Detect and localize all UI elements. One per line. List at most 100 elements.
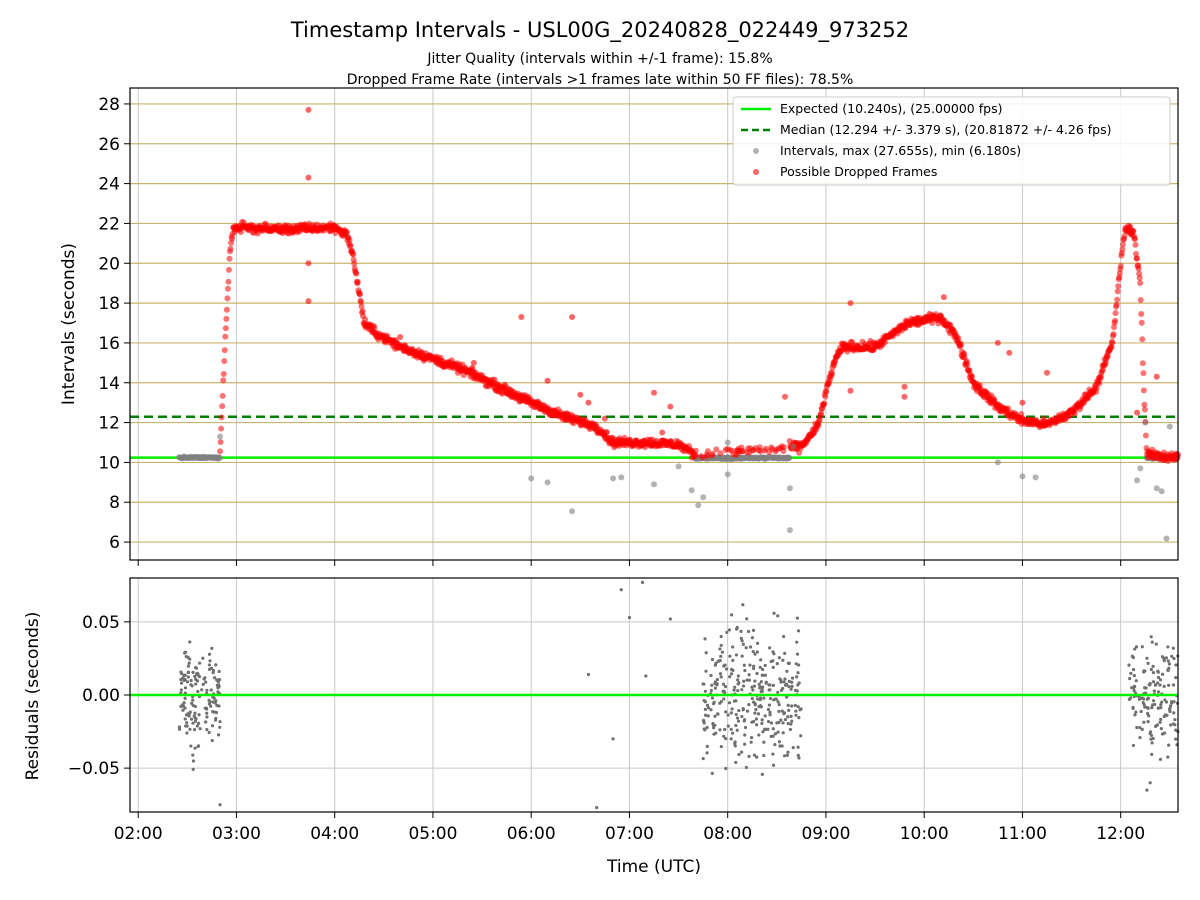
residual-point <box>189 717 194 721</box>
residual-point <box>758 665 762 670</box>
residual-point <box>763 727 767 731</box>
residual-point <box>1145 697 1150 701</box>
residual-point <box>1174 663 1178 667</box>
residual-point <box>1152 699 1156 703</box>
residual-point <box>793 703 797 708</box>
dropped-frame-point <box>222 333 229 340</box>
residual-point <box>701 756 705 761</box>
interval-outlier <box>1032 474 1039 481</box>
residual-point <box>782 634 786 639</box>
top-y-tick-label: 18 <box>98 294 120 314</box>
residual-point <box>718 701 722 705</box>
dropped-frame-point <box>815 422 822 429</box>
residual-point <box>760 721 764 726</box>
residual-point <box>721 689 725 693</box>
residual-point <box>732 699 737 703</box>
bottom-y-tick-label: −0.05 <box>68 759 120 779</box>
residual-point <box>740 714 744 719</box>
residual-point <box>1131 705 1135 710</box>
residual-point <box>758 686 762 690</box>
legend-dropped-label: Possible Dropped Frames <box>780 164 937 179</box>
residual-point <box>211 709 215 714</box>
dropped-frame-point <box>1137 297 1144 304</box>
residual-point <box>766 719 771 724</box>
residual-point <box>197 675 202 679</box>
residual-point <box>1166 659 1170 663</box>
residual-point <box>718 728 722 732</box>
residual-point <box>736 682 740 686</box>
residual-point <box>795 675 799 679</box>
residual-point <box>183 717 187 721</box>
residual-point <box>715 677 719 682</box>
dropped-frame-outlier <box>901 393 908 400</box>
residual-point <box>791 746 795 750</box>
dropped-frame-point <box>822 393 829 400</box>
residual-point <box>780 744 784 748</box>
dropped-frame-point <box>1134 255 1141 262</box>
residual-point <box>796 671 800 675</box>
residual-point <box>743 742 747 746</box>
dropped-frame-point <box>224 295 231 302</box>
residual-point <box>786 721 790 726</box>
residual-point <box>1164 700 1169 704</box>
residual-point <box>753 652 757 656</box>
residual-point <box>782 712 786 716</box>
dropped-frame-point <box>957 342 964 349</box>
residual-point <box>668 617 672 621</box>
residual-point <box>782 680 786 684</box>
residual-point <box>1134 645 1139 649</box>
residual-point <box>776 730 780 734</box>
residual-point <box>193 711 197 715</box>
dropped-frame-outlier <box>940 294 947 301</box>
residual-point <box>710 771 714 775</box>
dropped-frame-point <box>1139 360 1146 367</box>
residual-point <box>1167 666 1171 670</box>
residual-point <box>1150 706 1154 710</box>
dropped-frame-point <box>225 278 232 285</box>
interval-outlier <box>994 459 1001 466</box>
dropped-frame-outlier <box>1044 369 1050 376</box>
residual-point <box>218 803 222 807</box>
dropped-frame-point <box>356 291 363 298</box>
residual-point <box>773 732 778 736</box>
residual-point <box>763 714 767 718</box>
residual-point <box>723 684 728 689</box>
residual-point <box>1145 656 1149 660</box>
dropped-frame-point <box>1117 262 1124 269</box>
residual-point <box>755 641 760 645</box>
interval-point <box>216 454 223 461</box>
legend-expected-label: Expected (10.240s), (25.00000 fps) <box>780 101 1002 116</box>
residual-point <box>749 736 754 740</box>
residual-point <box>179 670 183 674</box>
interval-outlier <box>724 471 731 478</box>
residual-point <box>1142 670 1146 674</box>
residual-point <box>781 731 785 735</box>
residual-point <box>752 684 757 688</box>
residual-point <box>177 725 182 729</box>
dropped-frame-point <box>1112 310 1119 317</box>
residual-point <box>787 661 791 666</box>
residual-point <box>1174 675 1178 680</box>
residual-point <box>1160 672 1165 676</box>
dropped-frame-point <box>1132 241 1139 248</box>
residual-point <box>773 742 777 747</box>
residual-point <box>1133 647 1137 651</box>
residual-point <box>776 614 780 618</box>
dropped-frame-point <box>1139 336 1146 343</box>
residual-point <box>1156 675 1161 680</box>
residual-point <box>752 753 757 757</box>
residual-point <box>709 688 713 693</box>
residual-point <box>207 652 212 656</box>
dropped-frame-point <box>222 325 229 332</box>
residual-point <box>192 728 197 732</box>
dropped-frame-point <box>1005 405 1012 412</box>
residual-point <box>768 696 773 701</box>
residual-point <box>713 680 717 684</box>
dropped-frame-point <box>353 270 360 277</box>
residual-point <box>1171 722 1176 726</box>
residual-point <box>1159 703 1163 707</box>
dropped-frame-point <box>829 370 836 377</box>
residual-point <box>790 704 794 708</box>
residual-point <box>214 663 218 667</box>
